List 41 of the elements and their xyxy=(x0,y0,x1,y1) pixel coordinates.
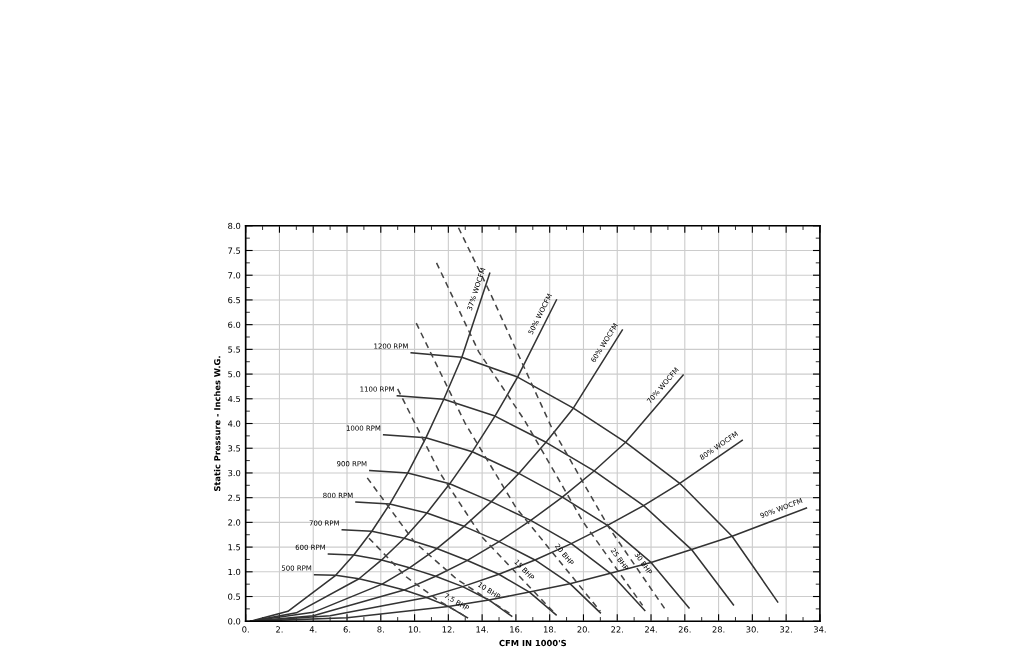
x-tick-label: 14. xyxy=(476,626,488,633)
x-tick-label: 32. xyxy=(780,626,792,633)
y-tick-label: 1.0 xyxy=(228,568,241,576)
y-tick-label: 5.5 xyxy=(228,346,241,353)
y-tick-label: 3.0 xyxy=(228,469,241,477)
y-tick-label: 4.0 xyxy=(227,420,241,427)
x-tick-label: 2. xyxy=(276,626,283,633)
line-series xyxy=(396,388,556,615)
y-tick-label: 7.0 xyxy=(228,272,241,279)
y-tick-label: 7.5 xyxy=(228,247,241,254)
x-axis-title: CFM IN 1000'S xyxy=(499,639,567,647)
y-axis-title: Static Pressure - Inches W.G. xyxy=(213,356,221,491)
y-tick-label: 5.0 xyxy=(228,371,241,378)
y-tick-label: 3.5 xyxy=(228,445,241,452)
y-tick-label: 6.5 xyxy=(228,296,241,304)
y-tick-label: 1.5 xyxy=(228,544,241,551)
y-tick-label: 0.5 xyxy=(228,593,241,600)
x-tick-label: 0. xyxy=(242,626,249,633)
y-tick-label: 4.5 xyxy=(227,395,241,403)
x-tick-label: 22. xyxy=(611,626,623,633)
x-tick-label: 20. xyxy=(577,626,590,633)
x-tick-label: 12. xyxy=(442,626,455,633)
y-tick-label: 2.0 xyxy=(228,519,241,526)
x-tick-label: 8. xyxy=(377,626,384,633)
y-tick-label: 6.0 xyxy=(228,321,241,328)
x-tick-label: 26. xyxy=(678,626,691,633)
y-tick-label: 0.0 xyxy=(228,618,241,625)
x-tick-label: 10. xyxy=(408,626,421,633)
x-tick-label: 6. xyxy=(343,626,351,633)
x-tick-label: 18. xyxy=(543,626,556,633)
x-tick-label: 30. xyxy=(746,626,759,633)
line-series xyxy=(313,574,469,619)
y-tick-label: 2.5 xyxy=(228,494,241,501)
line-series xyxy=(368,537,467,618)
x-tick-label: 28. xyxy=(712,626,725,633)
x-tick-label: 4. xyxy=(309,626,317,633)
y-tick-label: 8.0 xyxy=(228,222,241,230)
x-tick-label: 24. xyxy=(645,626,657,633)
line-series xyxy=(415,322,602,613)
x-tick-label: 16. xyxy=(510,626,522,633)
x-tick-label: 34. xyxy=(813,626,826,633)
